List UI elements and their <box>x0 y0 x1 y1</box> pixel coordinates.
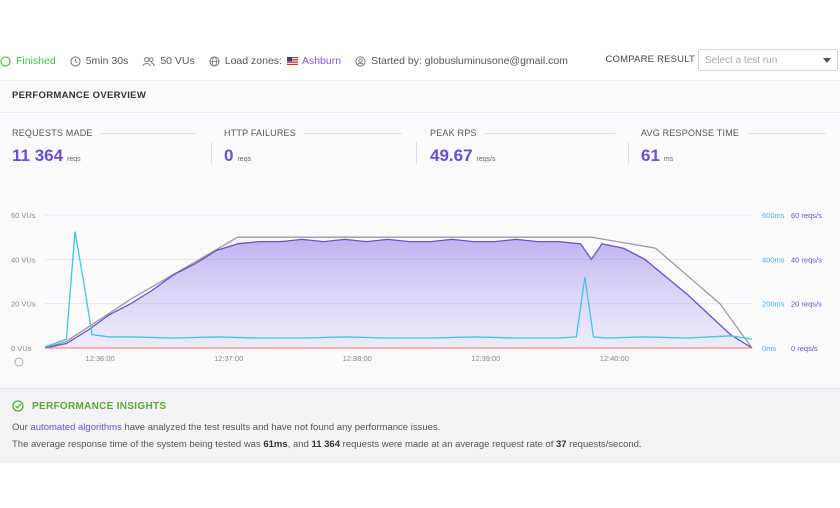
user-icon <box>355 55 366 67</box>
us-flag-icon <box>286 57 298 65</box>
insights-text: , and <box>287 439 309 450</box>
metric-label: AVG RESPONSE TIME <box>641 128 740 138</box>
y-tick-label-left: 40 VUs <box>11 255 36 264</box>
metric-unit: reqs <box>67 156 81 163</box>
y-tick-label-right-rps: 60 reqs/s <box>791 211 822 220</box>
compare-select-placeholder: Select a test run <box>705 55 778 66</box>
insights-header: PERFORMANCE INSIGHTS <box>12 400 166 412</box>
check-circle-icon <box>0 55 11 67</box>
duration: 5min 30s <box>70 55 129 67</box>
metric-peak-rps: PEAK RPS 49.67 reqs/s <box>430 128 615 166</box>
test-run-summary-bar: Finished 5min 30s 50 VUs Load zones: Ash… <box>0 46 840 76</box>
avg-rate-value: 37 <box>556 439 567 450</box>
clock-icon <box>14 357 24 367</box>
load-zone-link[interactable]: Ashburn <box>301 55 342 67</box>
check-circle-icon <box>12 400 24 412</box>
metric-label: REQUESTS MADE <box>12 128 93 138</box>
duration-label: 5min 30s <box>85 55 129 67</box>
automated-algorithms-link[interactable]: automated algorithms <box>30 422 122 433</box>
clock-icon <box>70 55 81 67</box>
x-tick-label: 12:36:00 <box>86 354 115 363</box>
x-tick-label: 12:39:00 <box>471 354 500 363</box>
metric-unit: reqs <box>237 156 252 163</box>
y-tick-label-right-rps: 40 reqs/s <box>791 255 822 264</box>
vus-label: 50 VUs <box>160 55 195 67</box>
y-tick-label-left: 60 VUs <box>11 211 36 220</box>
metric-value: 11 364 <box>12 146 64 165</box>
y-tick-label-right-rps: 20 reqs/s <box>791 300 822 309</box>
y-tick-label-right-ms: 400ms <box>762 255 785 264</box>
performance-chart-svg[interactable]: 60 VUs 600ms 60 reqs/s 40 VUs 400ms 40 reqs/s… <box>0 200 840 372</box>
y-tick-label-right-ms: 600ms <box>762 211 785 220</box>
insights-line-1: Our automated algorithms have analyzed t… <box>12 422 440 433</box>
x-tick-label: 12:38:00 <box>343 354 372 363</box>
insights-text: The average response time of the system … <box>12 439 261 450</box>
load-zones: Load zones: Ashburn <box>209 55 341 67</box>
users-icon <box>142 56 155 66</box>
metric-http-failures: HTTP FAILURES 0 reqs <box>224 128 402 166</box>
response-time-series-line <box>44 231 753 348</box>
x-tick-label: 12:37:00 <box>214 354 243 363</box>
insights-text: requests were made at an average request… <box>342 439 554 450</box>
requests-value: 11 364 <box>311 439 340 450</box>
metric-unit: ms <box>663 156 674 163</box>
metric-separator <box>628 142 629 164</box>
insights-text: requests/second. <box>569 439 642 450</box>
metric-value: 49.67 <box>430 146 473 165</box>
performance-chart[interactable]: 60 VUs 600ms 60 reqs/s 40 VUs 400ms 40 reqs/s… <box>0 200 840 372</box>
performance-insights: PERFORMANCE INSIGHTS Our automated algor… <box>0 388 840 463</box>
insights-line-2: The average response time of the system … <box>12 439 642 450</box>
status-label: Finished <box>16 55 56 67</box>
metric-separator <box>416 142 417 164</box>
metric-requests-made: REQUESTS MADE 11 364 reqs <box>12 128 197 166</box>
metric-label: PEAK RPS <box>430 128 477 138</box>
started-by-label: Started by: globusluminusone@gmail.com <box>371 55 568 67</box>
y-tick-label-left: 0 VUs <box>11 344 32 353</box>
started-by: Started by: globusluminusone@gmail.com <box>355 55 568 67</box>
insights-title: PERFORMANCE INSIGHTS <box>32 400 167 412</box>
y-tick-label-right-ms: 0ms <box>762 344 776 353</box>
compare-test-run-select[interactable]: Select a test run <box>698 49 838 71</box>
x-tick-label: 12:40:00 <box>600 354 629 363</box>
globe-icon <box>209 55 220 67</box>
metric-unit: reqs/s <box>476 156 496 163</box>
status: Finished <box>0 55 56 67</box>
y-tick-label-left: 20 VUs <box>11 300 36 309</box>
performance-overview-title: PERFORMANCE OVERVIEW <box>12 90 147 101</box>
y-tick-label-right-ms: 200ms <box>762 300 785 309</box>
insights-text: have analyzed the test results and have … <box>124 422 441 433</box>
rps-area <box>45 239 752 348</box>
vus: 50 VUs <box>142 55 195 67</box>
vus-series-line <box>44 236 753 349</box>
metric-label: HTTP FAILURES <box>224 128 296 138</box>
compare-result-label: COMPARE RESULT <box>605 54 695 65</box>
metric-separator <box>211 142 212 164</box>
load-zones-label: Load zones: <box>224 55 282 67</box>
metric-avg-response-time: AVG RESPONSE TIME 61 ms <box>641 128 826 166</box>
metric-value: 0 <box>224 146 234 165</box>
y-tick-label-right-rps: 0 reqs/s <box>791 344 818 353</box>
avg-response-time-value: 61ms <box>263 439 288 450</box>
insights-text: Our <box>12 422 28 433</box>
chevron-down-icon <box>823 58 831 63</box>
rps-series-line <box>44 238 753 349</box>
divider <box>0 112 840 113</box>
metric-value: 61 <box>641 146 660 165</box>
